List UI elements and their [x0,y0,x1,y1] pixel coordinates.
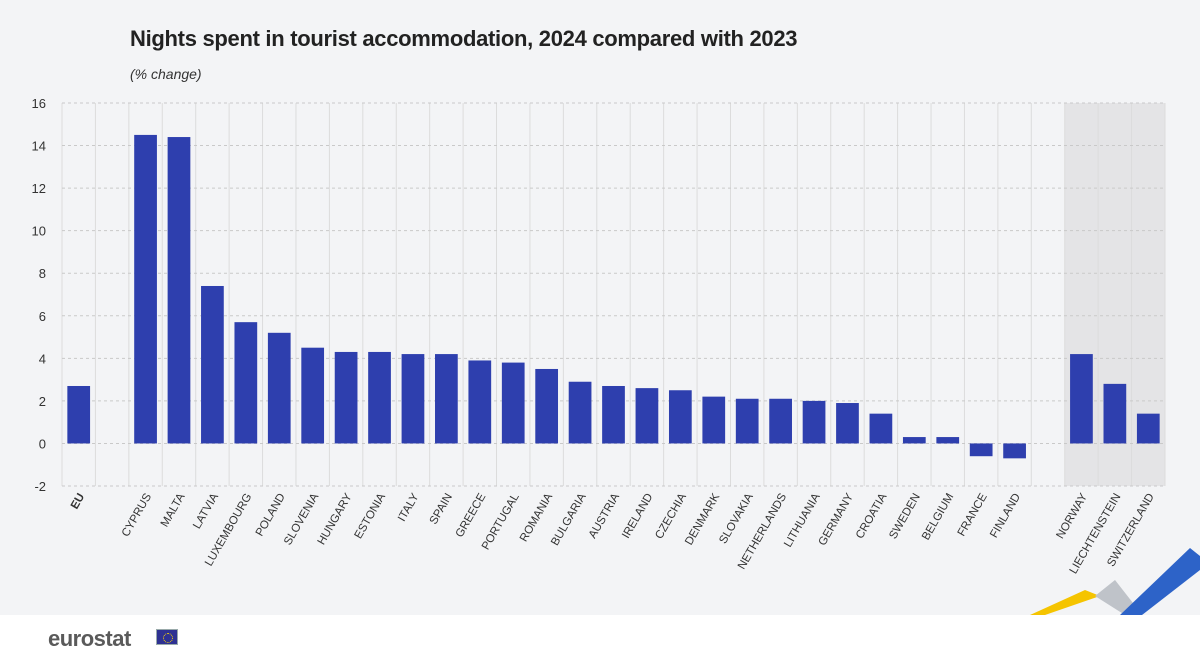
bar-finland [1003,443,1026,459]
y-tick-label: 6 [39,309,46,324]
x-tick-label: EU [69,492,87,512]
bar-greece [468,360,492,444]
corner-accent-yellow [1030,590,1100,615]
x-tick-label: POLAND [254,492,288,539]
y-tick-label: -2 [34,479,46,494]
x-tick-label: SWEDEN [887,492,923,542]
y-tick-label: 10 [32,224,46,239]
bar-germany [836,403,859,444]
x-tick-label: SLOVAKIA [717,491,756,546]
x-tick-label: CROATIA [854,491,890,541]
chart-title: Nights spent in tourist accommodation, 2… [130,26,798,51]
x-tick-label: FINLAND [988,491,1023,540]
x-tick-label: AUSTRIA [587,491,622,540]
bar-latvia [201,285,224,444]
bar-hungary [334,351,358,444]
bar-bulgaria [568,381,592,444]
x-tick-label: HUNGARY [316,491,355,547]
bar-eu [67,385,91,444]
bar-switzerland [1136,413,1160,444]
x-tick-label: BULGARIA [549,491,589,548]
x-tick-label: ROMANIA [518,491,555,544]
bar-lithuania [802,400,826,444]
x-tick-label: BELGIUM [920,492,956,543]
x-tick-label: GERMANY [817,491,857,548]
x-tick-label: FRANCE [956,491,990,538]
corner-accent-blue [1120,548,1200,615]
y-tick-label: 16 [32,96,46,111]
y-tick-label: 2 [39,394,46,409]
y-tick-label: 12 [32,181,46,196]
bar-romania [535,368,559,444]
x-tick-label: DENMARK [683,491,722,547]
x-tick-label: ESTONIA [353,491,389,541]
corner-accent-grey [1095,580,1140,615]
x-tick-label: LATVIA [191,491,221,531]
bar-croatia [869,413,893,444]
chart-subtitle: (% change) [130,66,202,82]
x-tick-label: MALTA [159,491,188,529]
x-tick-label: SLOVENIA [282,491,321,547]
y-tick-label: 8 [39,266,46,281]
x-tick-label: CZECHIA [653,491,689,541]
bar-estonia [368,351,391,444]
bar-liechtenstein [1103,383,1127,444]
bar-spain [435,354,458,444]
bar-cyprus [134,134,157,444]
bar-luxembourg [234,322,258,444]
x-tick-label: GREECE [454,491,489,539]
bar-italy [401,354,425,444]
bar-portugal [501,362,525,444]
bar-austria [602,385,625,444]
bar-poland [267,332,291,444]
x-tick-label: ITALY [396,491,422,523]
bar-netherlands [769,398,792,444]
bar-belgium [936,437,960,444]
y-tick-label: 0 [39,436,46,451]
bar-norway [1070,354,1093,444]
y-tick-label: 14 [32,139,46,154]
eu-flag-icon [156,629,178,645]
bar-slovenia [301,347,325,444]
bar-slovakia [735,398,759,444]
bar-sweden [902,437,926,444]
eurostat-logo: eurostat [48,626,131,651]
y-tick-label: 4 [39,351,46,366]
x-tick-label: CYPRUS [120,491,155,539]
bar-france [969,443,993,457]
bar-ireland [635,388,659,444]
x-tick-label: IRELAND [620,492,655,541]
x-tick-label: SPAIN [428,492,455,527]
x-tick-label: NORWAY [1055,491,1091,541]
bar-czechia [668,390,692,444]
bar-malta [167,137,191,444]
bar-denmark [702,396,726,444]
footer [0,615,1200,660]
